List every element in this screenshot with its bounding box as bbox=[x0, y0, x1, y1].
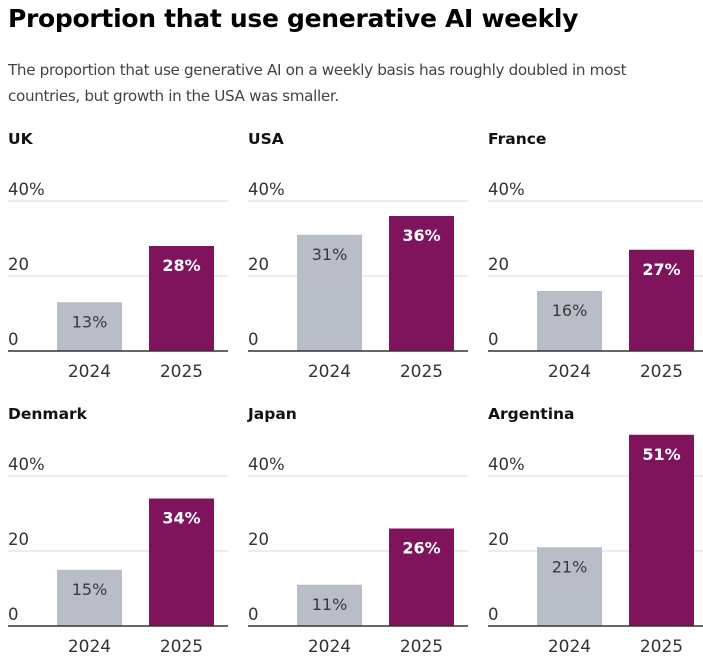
bar-2025 bbox=[629, 249, 694, 351]
x-tick-label: 2025 bbox=[400, 637, 443, 657]
x-tick-label: 2024 bbox=[308, 637, 351, 657]
x-tick-label: 2025 bbox=[640, 637, 683, 657]
bar-2024 bbox=[537, 291, 602, 351]
bar-chart-uk: 0 20 40% 13% 2024 28% 2025 bbox=[8, 180, 228, 382]
bar-2024 bbox=[297, 584, 362, 626]
y-tick-label: 40% bbox=[488, 455, 525, 474]
data-label: 34% bbox=[162, 509, 200, 528]
bar-2024 bbox=[57, 569, 122, 626]
y-tick-label: 20 bbox=[488, 255, 509, 274]
bar-2024 bbox=[537, 547, 602, 626]
bar-2025 bbox=[629, 434, 694, 626]
bar-chart-japan: 0 20 40% 11% 2024 26% 2025 bbox=[248, 455, 468, 657]
panel-title: France bbox=[488, 130, 547, 148]
x-tick-label: 2025 bbox=[640, 362, 683, 382]
panel-title: Argentina bbox=[488, 405, 575, 423]
data-label: 16% bbox=[552, 301, 588, 320]
data-label: 31% bbox=[312, 245, 348, 264]
bar-2024 bbox=[57, 302, 122, 351]
y-tick-label: 0 bbox=[488, 330, 499, 349]
bar-chart-france: 0 20 40% 16% 2024 27% 2025 bbox=[488, 180, 703, 382]
y-tick-label: 0 bbox=[248, 330, 259, 349]
y-tick-label: 20 bbox=[8, 255, 29, 274]
x-tick-label: 2024 bbox=[548, 362, 591, 382]
panel-title: Japan bbox=[248, 405, 297, 423]
x-tick-label: 2024 bbox=[68, 637, 111, 657]
panel-title: Denmark bbox=[8, 405, 87, 423]
y-tick-label: 0 bbox=[248, 605, 259, 624]
y-tick-label: 40% bbox=[248, 180, 285, 199]
data-label: 21% bbox=[552, 557, 588, 576]
x-tick-label: 2025 bbox=[160, 637, 203, 657]
panel-france: France 0 20 40% 16% 2024 27% 2025 bbox=[480, 120, 703, 390]
bar-chart-argentina: 0 20 40% 21% 2024 51% 2025 bbox=[488, 434, 703, 657]
y-tick-label: 20 bbox=[8, 530, 29, 549]
panel-title: UK bbox=[8, 130, 33, 148]
y-tick-label: 20 bbox=[248, 530, 269, 549]
panel-title: USA bbox=[248, 130, 284, 148]
data-label: 11% bbox=[312, 595, 348, 614]
panel-argentina: Argentina 0 20 40% 21% 2024 51% 2025 bbox=[480, 395, 703, 665]
bar-2025 bbox=[389, 528, 454, 626]
x-tick-label: 2024 bbox=[308, 362, 351, 382]
panel-usa: USA 0 20 40% 31% 2024 36% 2025 bbox=[240, 120, 480, 390]
bar-2025 bbox=[149, 246, 214, 351]
y-tick-label: 40% bbox=[8, 180, 45, 199]
data-label: 28% bbox=[162, 256, 200, 275]
y-tick-label: 40% bbox=[8, 455, 45, 474]
data-label: 26% bbox=[402, 539, 440, 558]
x-tick-label: 2024 bbox=[548, 637, 591, 657]
data-label: 36% bbox=[402, 226, 440, 245]
data-label: 13% bbox=[72, 312, 108, 331]
bar-2025 bbox=[389, 216, 454, 351]
data-label: 27% bbox=[642, 260, 680, 279]
panel-japan: Japan 0 20 40% 11% 2024 26% 2025 bbox=[240, 395, 480, 665]
x-tick-label: 2024 bbox=[68, 362, 111, 382]
data-label: 51% bbox=[642, 445, 680, 464]
x-tick-label: 2025 bbox=[400, 362, 443, 382]
y-tick-label: 0 bbox=[488, 605, 499, 624]
y-tick-label: 20 bbox=[488, 530, 509, 549]
y-tick-label: 40% bbox=[248, 455, 285, 474]
data-label: 15% bbox=[72, 580, 108, 599]
y-tick-label: 40% bbox=[488, 180, 525, 199]
bar-2024 bbox=[297, 234, 362, 351]
y-tick-label: 0 bbox=[8, 330, 19, 349]
y-tick-label: 0 bbox=[8, 605, 19, 624]
x-tick-label: 2025 bbox=[160, 362, 203, 382]
panel-uk: UK 0 20 40% 13% 2024 28% 2025 bbox=[0, 120, 240, 390]
y-tick-label: 20 bbox=[248, 255, 269, 274]
bar-chart-denmark: 0 20 40% 15% 2024 34% 2025 bbox=[8, 455, 228, 657]
chart-title: Proportion that use generative AI weekly bbox=[8, 4, 579, 33]
panel-denmark: Denmark 0 20 40% 15% 2024 34% 2025 bbox=[0, 395, 240, 665]
bar-2025 bbox=[149, 498, 214, 626]
chart-subtitle: The proportion that use generative AI on… bbox=[8, 61, 627, 105]
bar-chart-usa: 0 20 40% 31% 2024 36% 2025 bbox=[248, 180, 468, 382]
